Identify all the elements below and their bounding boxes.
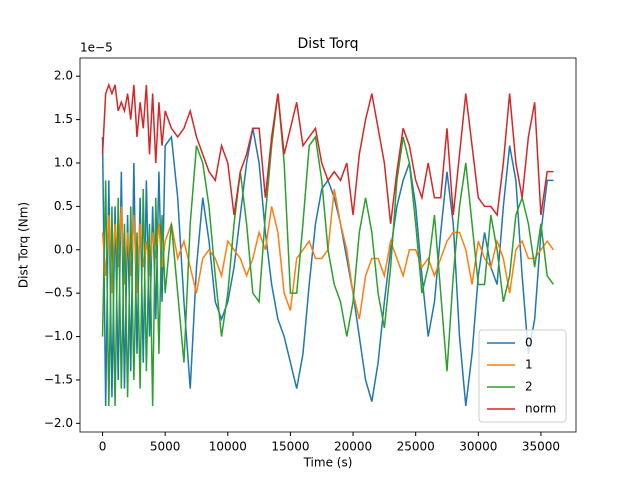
x-axis-label: Time (s)	[303, 456, 353, 470]
x-tick-label: 25000	[397, 440, 435, 454]
y-tick-label: 2.0	[54, 69, 73, 83]
y-offset-label: 1e−5	[80, 41, 113, 55]
x-tick-label: 30000	[459, 440, 497, 454]
y-tick-label: 1.0	[54, 155, 73, 169]
y-tick-label: −0.5	[44, 286, 73, 300]
y-tick-label: 0.0	[54, 242, 73, 256]
x-tick-label: 35000	[522, 440, 560, 454]
line-series	[101, 82, 554, 224]
y-tick-label: −1.5	[44, 372, 73, 386]
x-tick-label: 5000	[150, 440, 181, 454]
y-tick-label: −2.0	[44, 416, 73, 430]
chart-title: Dist Torq	[297, 36, 358, 52]
y-axis-label: Dist Torq (Nm)	[17, 202, 31, 288]
y-tick-label: 0.5	[54, 199, 73, 213]
legend: 0 1 2 norm	[478, 329, 567, 423]
legend-label: 2	[525, 380, 533, 394]
x-tick-label: 0	[99, 440, 107, 454]
legend-label: 0	[525, 336, 533, 350]
y-tick-label: 1.5	[54, 112, 73, 126]
line-series	[101, 93, 555, 406]
plot-frame	[79, 57, 577, 433]
x-tick-label: 15000	[271, 440, 309, 454]
line-series	[101, 188, 555, 320]
y-tick-label: −1.0	[44, 329, 73, 343]
legend-label: norm	[525, 402, 556, 416]
x-tick-label: 10000	[209, 440, 247, 454]
legend-label: 1	[525, 358, 533, 372]
legend-box	[478, 329, 567, 423]
x-tick-label: 20000	[334, 440, 372, 454]
line-series	[101, 128, 554, 407]
